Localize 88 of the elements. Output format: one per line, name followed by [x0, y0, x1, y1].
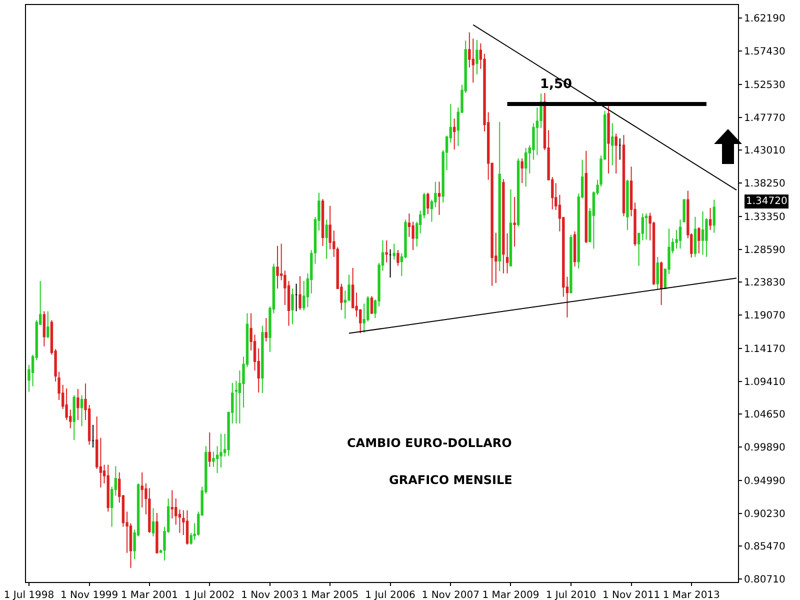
candlestick [698, 226, 700, 254]
candlestick [516, 158, 520, 228]
y-tick-label: 1.04650 [744, 410, 786, 421]
x-tick-label: 1 Nov 2007 [422, 590, 480, 600]
y-tick-label: 1.23830 [744, 278, 786, 289]
candlestick [76, 388, 80, 420]
candlestick [476, 39, 478, 75]
text: 1.34720 [746, 196, 788, 207]
candlestick [426, 192, 430, 215]
candlestick [264, 318, 268, 342]
candlestick [396, 249, 400, 266]
y-tick-label: 1.38250 [744, 178, 786, 190]
candlestick [156, 512, 158, 554]
x-tick-label: 1 Nov 1999 [60, 590, 118, 600]
candlestick [72, 394, 76, 440]
candlestick [618, 138, 622, 160]
candlestick [438, 181, 441, 216]
y-tick-label: 0.94990 [744, 476, 786, 488]
candlestick [614, 133, 618, 174]
y-tick-label: 1.09410 [744, 376, 786, 388]
candlestick [660, 261, 663, 306]
candlestick [644, 212, 648, 240]
candlestick [46, 310, 50, 339]
candlestick [385, 240, 388, 263]
y-tick-label: 1.14170 [744, 344, 786, 356]
x-tick-label: 1 Mar 2009 [482, 590, 540, 600]
y-tick-label: 1.43010 [744, 146, 786, 157]
y-tick-label: 1.52530 [744, 80, 786, 92]
candlestick [701, 210, 704, 256]
candlestick [694, 216, 697, 258]
x-tick-label: 1 Jul 2006 [365, 590, 416, 600]
y-tick-label: 1.19070 [744, 310, 786, 322]
candlestick [106, 464, 110, 512]
candlestick [321, 198, 324, 246]
candlestick [509, 188, 512, 267]
candlestick [498, 121, 501, 272]
candlestick [152, 508, 155, 537]
annotation: 1,50 [540, 77, 572, 92]
candlestick [276, 245, 279, 290]
y-tick-label: 1.57430 [744, 46, 786, 58]
x-tick-label: 1 Nov 2011 [602, 590, 660, 600]
x-tick-label: 1 Mar 2005 [302, 590, 359, 600]
candlestick [502, 178, 505, 274]
x-tick-label: 1 Mar 2001 [120, 590, 178, 600]
candlestick [325, 219, 328, 260]
candlestick [392, 243, 396, 260]
annotation: CAMBIO EURO-DOLLARO [347, 436, 512, 450]
y-tick-label: 1.33350 [744, 212, 786, 224]
candlestick [520, 158, 524, 184]
candlestick [656, 256, 659, 290]
candlestick [524, 148, 528, 188]
candlestick [148, 488, 151, 534]
candlestick [42, 310, 46, 347]
x-tick-label: 1 Mar 2013 [662, 590, 720, 600]
candlestick [607, 106, 610, 174]
candlestick [513, 196, 516, 248]
candlestick [622, 134, 626, 217]
annotation: GRAFICO MENSILE [389, 473, 512, 487]
candlestick [573, 230, 576, 267]
y-tick-label: 0.80710 [744, 574, 786, 586]
y-tick-label: 1.62190 [744, 14, 786, 25]
x-tick-label: 1 Jul 2010 [546, 590, 596, 600]
candlestick [388, 248, 392, 278]
y-tick-label: 0.90230 [744, 508, 786, 520]
y-tick-label: 0.99890 [744, 442, 786, 454]
candlestick [291, 288, 294, 325]
x-tick-label: 1 Jul 1998 [4, 590, 54, 600]
y-tick-label: 1.28590 [744, 244, 786, 256]
candlestick [92, 424, 94, 448]
x-tick-label: 1 Jul 2002 [184, 590, 235, 600]
candlestick [261, 325, 264, 394]
candlestick [452, 118, 456, 150]
candlestick [294, 283, 298, 312]
candlestick [570, 234, 572, 294]
candlestick [298, 276, 302, 310]
candlestick [584, 150, 588, 244]
candlestick [626, 179, 629, 230]
candlestick [506, 232, 509, 274]
candlestick [370, 296, 374, 314]
candlestick [208, 432, 211, 468]
candlestick [708, 207, 712, 230]
x-tick-label: 1 Nov 2003 [241, 590, 299, 600]
candlestick [186, 510, 189, 546]
candlestick [611, 122, 614, 166]
y-tick-label: 0.85470 [744, 542, 786, 553]
y-tick-label: 1.47770 [744, 112, 786, 124]
candlestick [712, 199, 716, 234]
candlestick [80, 394, 84, 427]
